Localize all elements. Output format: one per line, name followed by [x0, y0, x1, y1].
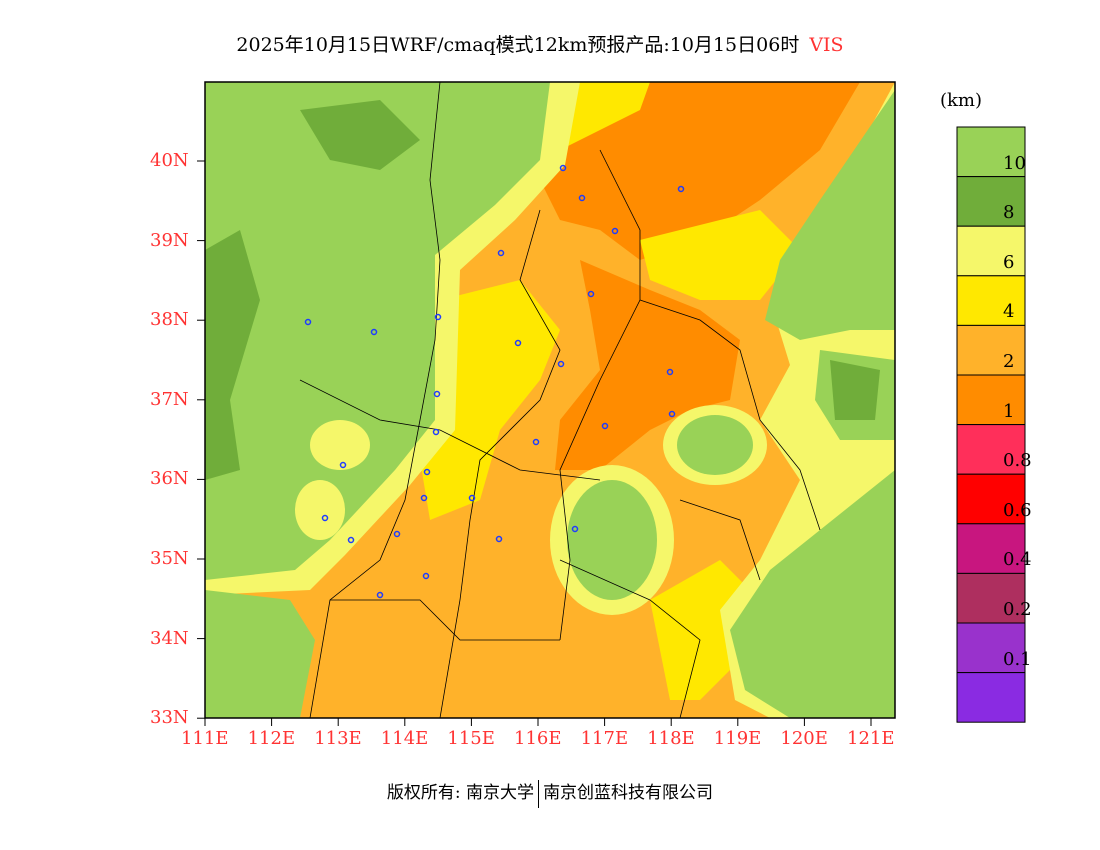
field-green-se	[730, 470, 895, 718]
lon-label: 117E	[580, 728, 629, 749]
lat-label: 39N	[150, 229, 189, 251]
lon-label: 116E	[514, 728, 562, 749]
lat-label: 34N	[150, 627, 189, 649]
colorbar-swatch	[956, 225, 1026, 277]
lon-label: 112E	[247, 728, 296, 749]
lon-label: 118E	[647, 728, 695, 749]
lon-label: 113E	[314, 728, 362, 749]
colorbar-swatch	[956, 622, 1026, 674]
footer-separator	[538, 779, 540, 808]
lat-label: 40N	[150, 150, 189, 171]
colorbar-swatch	[956, 374, 1026, 426]
variable-label: VIS	[809, 34, 844, 56]
colorbar-label: 6	[1003, 251, 1015, 273]
colorbar-label: 1	[1003, 400, 1015, 422]
field-yellow-n	[560, 82, 650, 150]
colorbar-label: 8	[1003, 202, 1015, 224]
lat-label: 36N	[150, 468, 189, 490]
map-title: 2025年10月15日WRF/cmaq模式12km预报产品:10月15日06时 V…	[0, 30, 1080, 57]
colorbar-label: 0.4	[1003, 549, 1032, 571]
lon-label: 120E	[780, 728, 828, 749]
field-orange-central	[555, 260, 740, 470]
city-markers	[304, 164, 685, 599]
lat-label: 37N	[150, 388, 189, 410]
colorbar-swatch	[956, 176, 1026, 227]
colorbar-swatch	[956, 672, 1026, 723]
colorbar-label: 2	[1003, 351, 1015, 372]
colorbar-label: 0.6	[1003, 499, 1032, 521]
colorbar-unit: (km)	[940, 90, 983, 111]
field-orange-ne	[540, 82, 860, 260]
colorbar-swatch	[956, 473, 1026, 525]
colorbar-label: 4	[1003, 301, 1015, 323]
copyright-footer: 版权所有: 南京大学 南京创蓝科技有限公司	[0, 778, 1100, 808]
colorbar-swatch	[956, 523, 1026, 574]
colorbar-swatch	[956, 424, 1026, 475]
title-text: 2025年10月15日WRF/cmaq模式12km预报产品:10月15日06时	[236, 34, 800, 56]
colorbar	[956, 126, 1026, 723]
lon-label: 115E	[447, 728, 495, 749]
lat-label: 33N	[150, 707, 189, 729]
field-green-w	[205, 82, 550, 580]
colorbar-label: 0.8	[1003, 450, 1032, 472]
field-darkgreen	[205, 230, 260, 480]
lat-label: 35N	[150, 548, 189, 569]
boundary-lines	[299, 82, 821, 718]
colorbar-label: 10	[1003, 152, 1026, 174]
footer-left: 版权所有: 南京大学	[386, 783, 535, 803]
colorbar-swatch	[956, 275, 1026, 326]
lat-label: 38N	[150, 309, 189, 331]
lon-label: 119E	[713, 728, 762, 749]
colorbar-label: 0.1	[1003, 648, 1032, 670]
field-green-sea	[765, 90, 895, 340]
tick-marks	[197, 160, 872, 726]
lon-label: 121E	[847, 728, 895, 749]
lon-label: 114E	[380, 728, 429, 749]
colorbar-label: 0.2	[1003, 599, 1032, 620]
footer-right: 南京创蓝科技有限公司	[543, 783, 714, 803]
field-green-sw	[205, 590, 315, 718]
colorbar-swatch	[956, 324, 1026, 376]
field-yellow-e	[640, 210, 800, 300]
lon-label: 111E	[181, 728, 229, 749]
